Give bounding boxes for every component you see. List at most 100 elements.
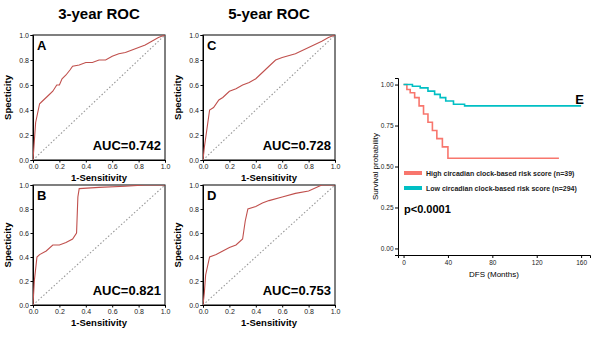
tick-label: 0.4 (251, 163, 261, 170)
y-axis-title: Specticity (172, 222, 183, 268)
plot-frame (33, 35, 165, 160)
tick: 0.4 (189, 107, 203, 114)
tick-label: 0.0 (29, 163, 39, 170)
axis-line (201, 186, 204, 306)
tick-label: 0.4 (81, 308, 91, 315)
tick-mark (492, 255, 493, 258)
plot-area (33, 35, 165, 160)
axis-line (31, 186, 34, 306)
y-axis: 0.00.20.40.60.81.0 (189, 32, 203, 164)
panel-label: C (207, 38, 217, 53)
y-axis-title: Specticity (2, 74, 13, 120)
tick-label: 0.0 (189, 157, 199, 164)
tick: 0.6 (19, 230, 33, 237)
axis-line (395, 79, 399, 256)
tick: 0.8 (304, 160, 314, 170)
tick-label: 1.0 (161, 308, 171, 315)
auc-label: AUC=0.821 (93, 283, 161, 298)
tick: 80 (489, 255, 497, 266)
axis-line (31, 36, 34, 161)
tick: 0.6 (108, 160, 118, 170)
tick: 0.0 (29, 160, 39, 170)
y-axis: 0.00.20.40.60.81.0 (19, 182, 33, 309)
tick: 0.0 (19, 157, 33, 164)
tick: 0.8 (19, 206, 33, 213)
tick-label: 0.4 (189, 254, 199, 261)
tick-mark (448, 255, 449, 258)
tick-mark (201, 85, 204, 86)
tick-label: 0.2 (19, 132, 29, 139)
auc-label: AUC=0.728 (263, 138, 331, 153)
tick: 0.0 (199, 160, 209, 170)
tick-mark (256, 305, 257, 308)
tick-mark (201, 209, 204, 210)
x-axis-title: 1-Sensitivity (71, 317, 128, 328)
roc-curve (33, 185, 165, 305)
plot-area (404, 85, 582, 159)
legend-key (404, 171, 422, 175)
x-axis: 0.00.20.40.60.81.0 (29, 305, 171, 315)
y-axis-title: Specticity (172, 74, 183, 120)
tick-label: 1.00 (381, 81, 394, 88)
tick: 1.0 (161, 305, 171, 315)
tick-mark (31, 257, 34, 258)
x-axis-title: DFS (Months) (469, 270, 519, 279)
reference-line (33, 185, 165, 305)
tick: 0.4 (81, 160, 91, 170)
survival-curve (404, 85, 559, 159)
tick-label: 1.0 (331, 163, 341, 170)
tick-label: 0.0 (199, 163, 209, 170)
reference-line (33, 35, 165, 160)
panel-label: B (37, 188, 46, 203)
tick: 0.50 (381, 163, 398, 170)
tick: 0.4 (251, 305, 261, 315)
chart: 040801201600.000.250.500.751.00DFS (Mont… (371, 79, 591, 280)
tick-label: 0.2 (55, 163, 65, 170)
tick-label: 0.2 (55, 308, 65, 315)
tick-label: 0.8 (189, 57, 199, 64)
tick-mark (31, 35, 34, 36)
tick-label: 0.8 (134, 308, 144, 315)
tick-label: 0.4 (251, 308, 261, 315)
tick-label: 80 (489, 259, 497, 266)
plot-area (33, 185, 165, 305)
tick-mark (256, 160, 257, 163)
tick-mark (86, 160, 87, 163)
plot-frame (33, 185, 165, 305)
tick-label: 0.8 (304, 163, 314, 170)
tick-label: 0.8 (304, 308, 314, 315)
panel-label: A (37, 38, 47, 53)
tick: 0.8 (189, 206, 203, 213)
tick-label: 0.2 (19, 278, 29, 285)
tick: 1.00 (381, 81, 398, 88)
tick-label: 0.2 (189, 278, 199, 285)
x-axis: 0.00.20.40.60.81.0 (199, 305, 341, 315)
tick: 1.0 (331, 160, 341, 170)
tick-mark (31, 185, 34, 186)
tick-mark (201, 35, 204, 36)
figure: 0.00.20.40.60.81.00.00.20.40.60.81.03-ye… (0, 0, 600, 337)
axis-line (34, 161, 166, 163)
chart: 0.00.20.40.60.81.00.00.20.40.60.81.03-ye… (2, 5, 170, 183)
tick-mark (31, 233, 34, 234)
tick: 0.4 (19, 254, 33, 261)
tick: 0.4 (189, 254, 203, 261)
tick-mark (201, 60, 204, 61)
chart: 0.00.20.40.60.81.00.00.20.40.60.81.01-Se… (172, 182, 340, 328)
tick-label: 1.0 (189, 32, 199, 39)
tick-mark (86, 305, 87, 308)
tick: 0.6 (108, 305, 118, 315)
tick: 1.0 (189, 32, 203, 39)
tick-label: 0.75 (381, 122, 394, 129)
tick-mark (581, 255, 582, 258)
tick: 1.0 (19, 182, 33, 189)
y-axis: 0.00.20.40.60.81.0 (19, 32, 33, 164)
legend-key (404, 186, 422, 190)
legend-label: High circadian clock-based risk score (n… (426, 170, 574, 178)
tick: 0.2 (189, 278, 203, 285)
x-axis-title: 1-Sensitivity (71, 172, 128, 183)
tick-label: 0.8 (19, 206, 29, 213)
title: 3-year ROC (58, 5, 140, 22)
y-axis-title: Survival probability (371, 133, 380, 200)
tick: 0.8 (304, 305, 314, 315)
